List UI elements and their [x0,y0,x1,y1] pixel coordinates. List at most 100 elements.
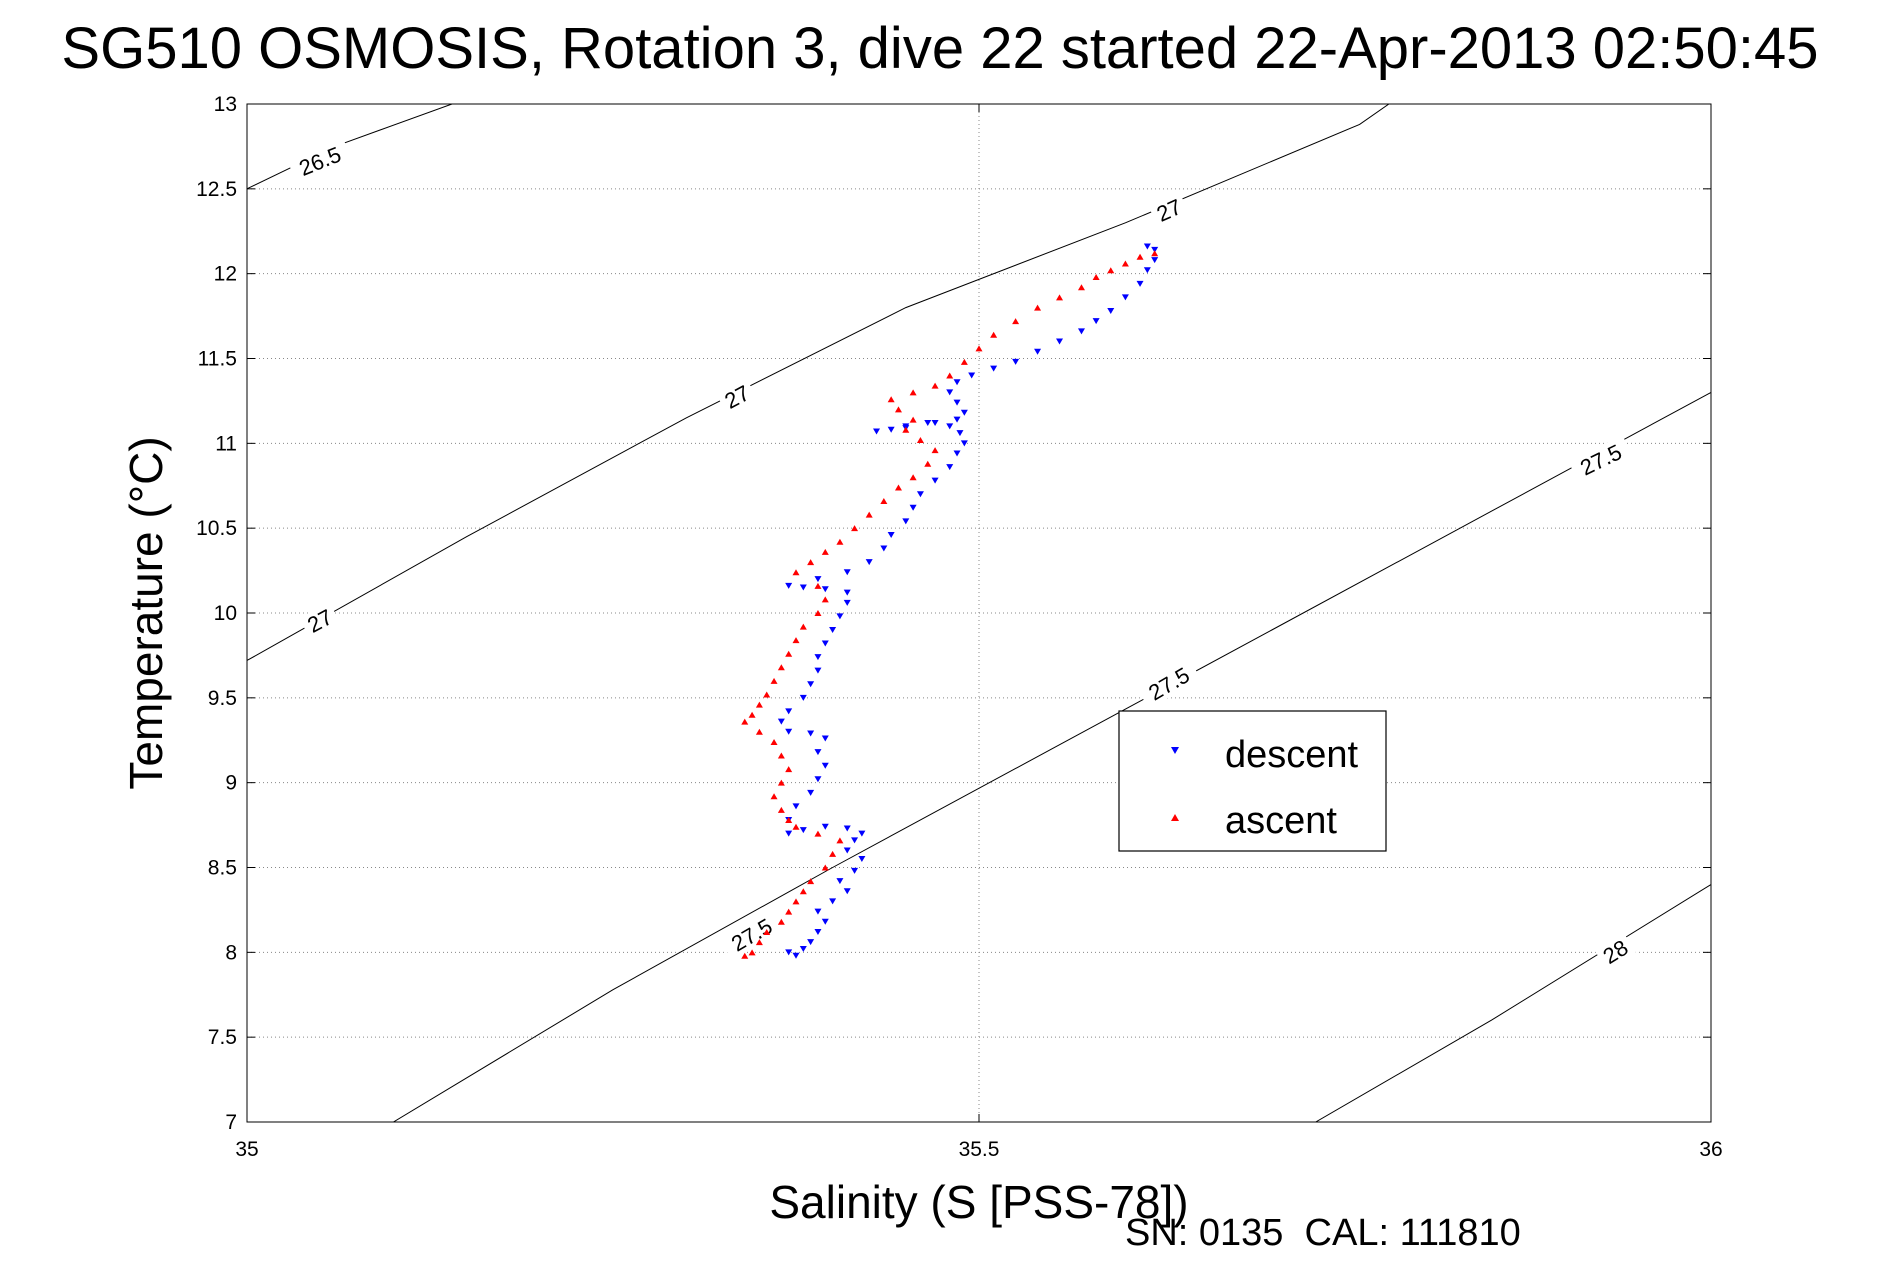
x-tick-label: 35 [235,1138,258,1161]
ascent-point [1056,294,1064,301]
descent-point [953,379,961,386]
legend-descent-marker [1171,747,1179,754]
ascent-point [931,382,939,389]
contour-label-bg [1594,932,1637,971]
descent-point [821,586,829,593]
chart-title: SG510 OSMOSIS, Rotation 3, dive 22 start… [61,16,1818,81]
descent-point [873,428,881,435]
y-tick-label: 11 [215,432,237,455]
descent-point [799,945,807,952]
ascent-point [785,766,793,773]
descent-point [821,735,829,742]
y-tick-label: 7.5 [208,1026,237,1049]
ascent-point [770,677,778,684]
ascent-point [909,416,917,423]
ascent-point [814,830,822,837]
descent-point [814,908,822,915]
ascent-point [880,498,888,505]
descent-point [851,837,859,844]
descent-point [946,423,954,430]
grid [247,104,1711,1122]
descent-point [814,928,822,935]
descent-point [1143,243,1151,250]
descent-point [792,952,800,959]
ascent-point [894,406,902,413]
descent-point [960,440,968,447]
descent-point [814,776,822,783]
descent-point [865,559,873,566]
ascent-point [807,878,815,885]
descent-point [777,718,785,725]
ascent-point [792,569,800,576]
contour-label-bg [719,909,784,960]
descent-point [807,730,815,737]
ascent-point [748,711,756,718]
descent-point [931,477,939,484]
ascent-point [851,525,859,532]
y-tick-label: 12.5 [196,178,237,201]
descent-point [792,803,800,810]
descent-point [785,949,793,956]
ascent-point [799,888,807,895]
descent-point [829,626,837,633]
ascent-point [887,396,895,403]
descent-point [807,939,815,946]
descent-point [1121,294,1129,301]
ascent-point [829,850,837,857]
descent-point [785,708,793,715]
axis-ticks: 7 7.5 8 8.5 9 9.5 10 10.5 11 11.5 12 12.5 13 35 35.5 36 [196,93,1723,1161]
ascent-point [763,691,771,698]
descent-point [843,599,851,606]
descent-point [858,830,866,837]
descent-point [814,576,822,583]
y-tick-label: 10 [214,602,237,625]
y-tick-label: 8 [225,941,237,964]
y-tick-label: 13 [214,93,237,116]
ascent-point [916,436,924,443]
contour-line-26.5 [247,104,453,190]
ascent-point [1077,284,1085,291]
ascent-point [799,623,807,630]
descent-point [887,531,895,538]
ascent-point [960,358,968,365]
descent-point [1092,318,1100,325]
ascent-point [1012,318,1020,325]
contour-label-bg [299,602,341,640]
legend-ascent-marker [1171,814,1179,821]
contour-label: 27.5 [1568,435,1633,484]
ascent-point [924,460,932,467]
descent-point [821,823,829,830]
descent-point [836,878,844,885]
contour-label-bg [1148,192,1190,228]
ascent-point [836,538,844,545]
contour-label: 27 [299,602,341,640]
descent-point [1107,307,1115,314]
y-tick-label: 12 [214,263,237,286]
ascent-point [814,610,822,616]
descent-point [785,582,793,589]
y-tick-label: 10.5 [196,517,237,540]
descent-point [814,654,822,661]
series-ascent [741,250,1159,959]
ascent-point [785,908,793,915]
y-axis-label: Temperature (°C) [120,436,172,789]
descent-point [902,518,910,525]
descent-point [843,847,851,854]
descent-point [799,694,807,701]
descent-point [821,762,829,769]
descent-point [843,888,851,895]
ascent-point [1136,253,1144,260]
legend-box [1118,710,1387,852]
x-tick-label: 36 [1699,1138,1722,1161]
descent-point [1151,246,1159,253]
descent-point [807,789,815,796]
ascent-point [821,548,829,555]
legend-descent-label: descent [1225,734,1359,776]
descent-point [1151,257,1159,264]
ascent-point [741,952,749,959]
ascent-point [777,752,785,759]
contour-line-27.5 [393,391,1711,1122]
descent-point [843,825,851,832]
ascent-point [792,823,800,830]
